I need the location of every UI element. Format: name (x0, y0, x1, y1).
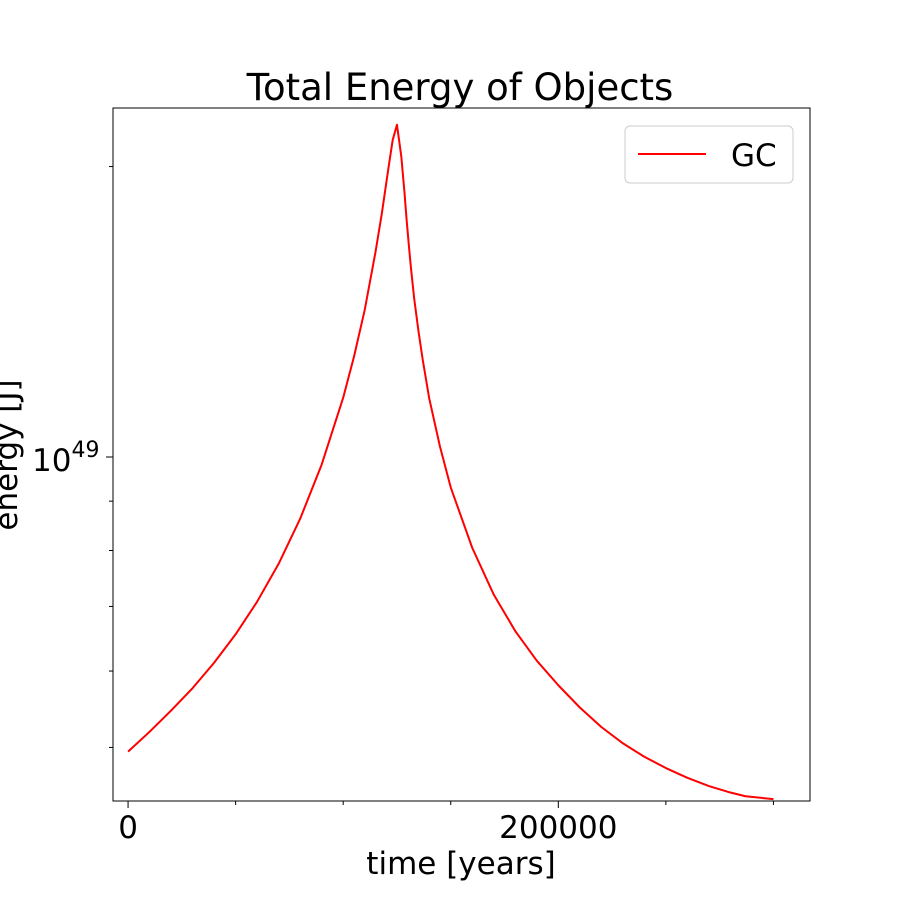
y-axis-label: energy [J] (0, 379, 25, 530)
x-tick-label: 0 (118, 810, 138, 846)
legend-label-gc: GC (731, 138, 777, 174)
x-axis: 0 200000 (118, 801, 774, 846)
y-tick-label: 1049 (32, 438, 99, 479)
legend: GC (624, 125, 794, 184)
series-line-gc (127, 123, 774, 801)
y-tick-base: 10 (32, 443, 71, 479)
y-axis: 1049 (32, 166, 113, 748)
legend-box (624, 125, 794, 184)
y-tick-exponent: 49 (71, 438, 99, 463)
x-axis-label: time [years] (366, 846, 555, 882)
x-tick-label: 200000 (499, 810, 617, 846)
plot-frame (112, 107, 811, 802)
chart-title: Total Energy of Objects (246, 66, 674, 109)
plot-area (127, 123, 774, 801)
